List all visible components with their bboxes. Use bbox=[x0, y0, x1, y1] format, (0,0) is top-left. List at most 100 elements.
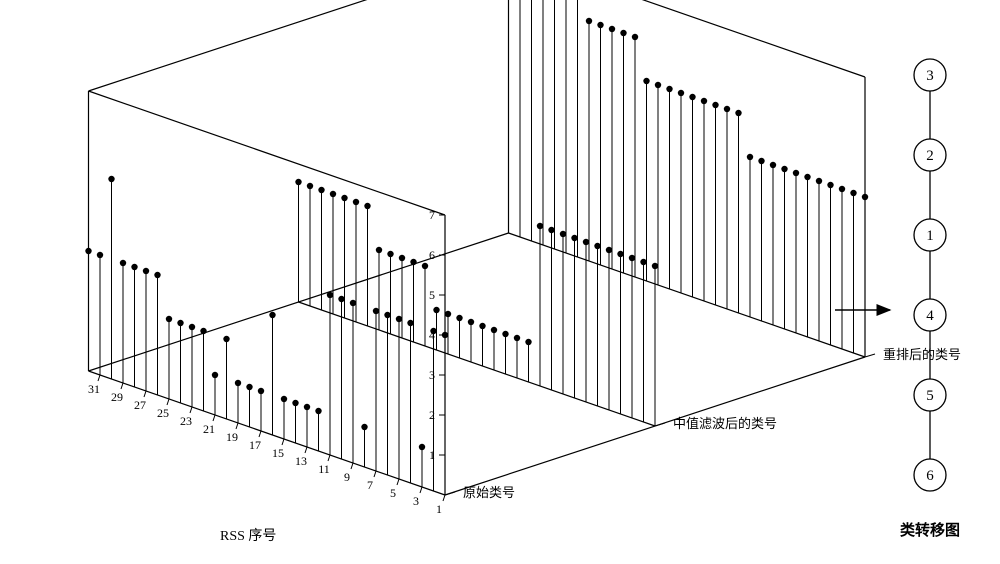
stem-marker bbox=[678, 90, 684, 96]
stem-marker bbox=[108, 176, 114, 182]
z-tick-label: 2 bbox=[429, 408, 435, 422]
stem-marker bbox=[212, 372, 218, 378]
stem-marker bbox=[376, 247, 382, 253]
stem-marker bbox=[583, 239, 589, 245]
stem-marker bbox=[235, 380, 241, 386]
stem-marker bbox=[330, 191, 336, 197]
stem-marker bbox=[350, 300, 356, 306]
stem-marker bbox=[514, 335, 520, 341]
stem-marker bbox=[154, 272, 160, 278]
stem-marker bbox=[827, 182, 833, 188]
stem-marker bbox=[689, 94, 695, 100]
x-tick-label: 9 bbox=[344, 470, 350, 484]
graph-title: 类转移图 bbox=[900, 521, 960, 539]
stem-marker bbox=[281, 396, 287, 402]
stem-marker bbox=[617, 251, 623, 257]
x-tick-label: 1 bbox=[436, 502, 442, 516]
stem-marker bbox=[433, 307, 439, 313]
x-tick-label: 25 bbox=[157, 406, 169, 420]
x-tick-label: 13 bbox=[295, 454, 307, 468]
stem-marker bbox=[724, 106, 730, 112]
x-tick-label: 15 bbox=[272, 446, 284, 460]
stem-marker bbox=[361, 424, 367, 430]
graph-node-label: 5 bbox=[926, 388, 934, 404]
stem-marker bbox=[258, 388, 264, 394]
stem-marker bbox=[629, 255, 635, 261]
stem-marker bbox=[571, 235, 577, 241]
stem-marker bbox=[177, 320, 183, 326]
stem-marker bbox=[770, 162, 776, 168]
series-label: 重排后的类号 bbox=[883, 347, 961, 362]
stem-marker bbox=[97, 252, 103, 258]
stem-marker bbox=[862, 194, 868, 200]
stem-marker bbox=[292, 400, 298, 406]
x-tick-label: 5 bbox=[390, 486, 396, 500]
stem-marker bbox=[246, 384, 252, 390]
stem-marker bbox=[655, 82, 661, 88]
stem-marker bbox=[537, 223, 543, 229]
stem-marker bbox=[384, 312, 390, 318]
stem-marker bbox=[597, 22, 603, 28]
stem-marker bbox=[307, 183, 313, 189]
x-tick-label: 21 bbox=[203, 422, 215, 436]
series-label: 中值滤波后的类号 bbox=[673, 416, 777, 431]
stem-marker bbox=[445, 311, 451, 317]
stem-marker bbox=[781, 166, 787, 172]
z-tick-label: 3 bbox=[429, 368, 435, 382]
stem-marker bbox=[295, 179, 301, 185]
stem-marker bbox=[586, 18, 592, 24]
stem-marker bbox=[525, 339, 531, 345]
stem-marker bbox=[430, 328, 436, 334]
stem-marker bbox=[594, 243, 600, 249]
stem-marker bbox=[189, 324, 195, 330]
stem-marker bbox=[85, 248, 91, 254]
stem-marker bbox=[442, 332, 448, 338]
z-tick-label: 1 bbox=[429, 448, 435, 462]
stem-marker bbox=[410, 259, 416, 265]
stem-marker bbox=[223, 336, 229, 342]
stem-marker bbox=[318, 187, 324, 193]
stem-marker bbox=[609, 26, 615, 32]
stem-marker bbox=[793, 170, 799, 176]
stem-marker bbox=[143, 268, 149, 274]
stem-marker bbox=[166, 316, 172, 322]
stem-marker bbox=[640, 259, 646, 265]
series-label: 原始类号 bbox=[463, 485, 515, 500]
stem-marker bbox=[399, 255, 405, 261]
x-tick-label: 23 bbox=[180, 414, 192, 428]
z-tick-label: 5 bbox=[429, 288, 435, 302]
stem-marker bbox=[652, 263, 658, 269]
stem-marker bbox=[407, 320, 413, 326]
stem-marker bbox=[560, 231, 566, 237]
stem-marker bbox=[304, 404, 310, 410]
graph-node-label: 2 bbox=[926, 148, 934, 164]
stem-marker bbox=[327, 292, 333, 298]
stem-marker bbox=[701, 98, 707, 104]
stem-marker bbox=[735, 110, 741, 116]
graph-node-label: 4 bbox=[926, 308, 934, 324]
stem-marker bbox=[364, 203, 370, 209]
stem-marker bbox=[396, 316, 402, 322]
stem-marker bbox=[468, 319, 474, 325]
x-tick-label: 11 bbox=[318, 462, 330, 476]
stem-marker bbox=[131, 264, 137, 270]
x-tick-label: 29 bbox=[111, 390, 123, 404]
stem-marker bbox=[606, 247, 612, 253]
stem-marker bbox=[387, 251, 393, 257]
stem-marker bbox=[804, 174, 810, 180]
x-tick-label: 27 bbox=[134, 398, 146, 412]
stem-marker bbox=[456, 315, 462, 321]
stem-marker bbox=[491, 327, 497, 333]
stem-marker bbox=[758, 158, 764, 164]
stem-marker bbox=[850, 190, 856, 196]
stem-marker bbox=[341, 195, 347, 201]
graph-node-label: 6 bbox=[926, 468, 934, 484]
stem-marker bbox=[315, 408, 321, 414]
stem-marker bbox=[120, 260, 126, 266]
stem-marker bbox=[839, 186, 845, 192]
stem-marker bbox=[666, 86, 672, 92]
stem-marker bbox=[373, 308, 379, 314]
stem-marker bbox=[502, 331, 508, 337]
stem-marker bbox=[200, 328, 206, 334]
stem-marker bbox=[747, 154, 753, 160]
